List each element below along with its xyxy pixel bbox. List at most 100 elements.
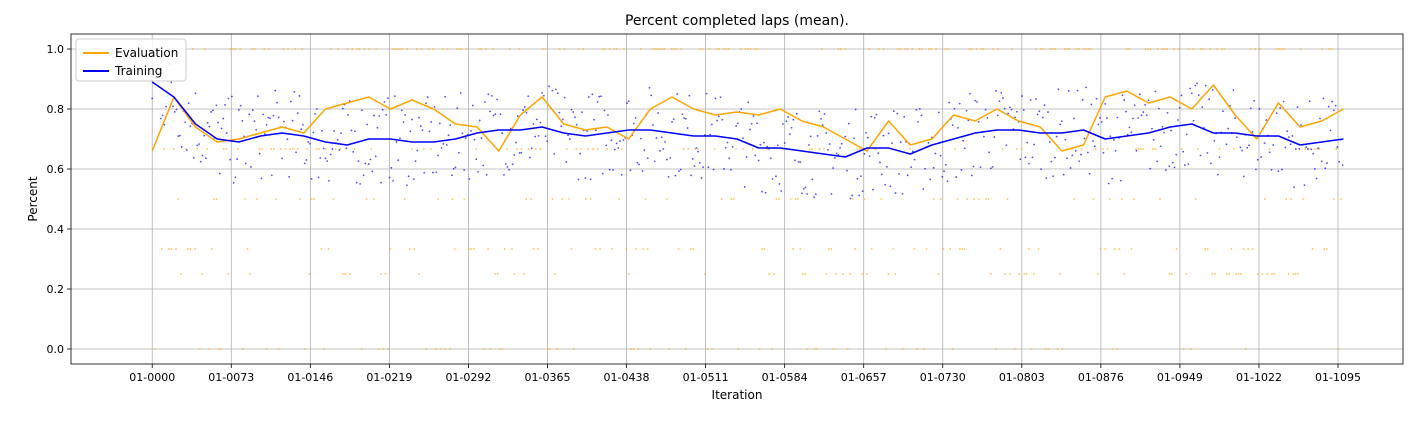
- training-sample-point: [639, 137, 642, 140]
- training-sample-point: [1319, 117, 1321, 120]
- evaluation-sample-point: [437, 198, 440, 200]
- training-sample-point: [504, 163, 507, 165]
- evaluation-sample-point: [1123, 273, 1126, 275]
- evaluation-sample-point: [577, 48, 580, 50]
- evaluation-sample-point: [735, 148, 737, 150]
- training-sample-point: [234, 176, 237, 179]
- evaluation-sample-point: [1044, 348, 1047, 350]
- training-sample-point: [198, 143, 200, 145]
- training-sample-point: [310, 178, 313, 180]
- training-sample-point: [333, 130, 336, 132]
- evaluation-sample-point: [887, 273, 890, 275]
- training-sample-point: [1255, 168, 1257, 171]
- training-sample-point: [456, 107, 459, 110]
- evaluation-sample-point: [241, 348, 244, 350]
- training-sample-point: [231, 95, 233, 98]
- evaluation-sample-point: [580, 148, 582, 150]
- evaluation-sample-point: [198, 348, 201, 350]
- training-sample-point: [827, 148, 829, 151]
- evaluation-sample-point: [1261, 273, 1264, 275]
- evaluation-sample-point: [968, 48, 971, 50]
- evaluation-sample-point: [1330, 48, 1333, 50]
- training-sample-point: [1062, 173, 1065, 176]
- x-tick-label: 01-0292: [445, 371, 491, 384]
- training-sample-point: [535, 118, 538, 121]
- training-sample-point: [451, 174, 453, 177]
- evaluation-sample-point: [503, 248, 506, 250]
- evaluation-sample-point: [930, 48, 933, 50]
- legend-label-evaluation: Evaluation: [115, 46, 178, 60]
- training-sample-point: [771, 178, 774, 180]
- training-sample-point: [523, 105, 526, 108]
- evaluation-sample-point: [1106, 148, 1109, 150]
- evaluation-sample-point: [403, 198, 406, 200]
- evaluation-sample-point: [406, 48, 409, 50]
- training-sample-point: [1249, 107, 1252, 110]
- evaluation-sample-point: [701, 48, 704, 50]
- evaluation-sample-point: [637, 348, 640, 350]
- evaluation-sample-point: [1321, 48, 1323, 50]
- training-sample-point: [494, 113, 497, 115]
- x-tick-label: 01-0876: [1078, 371, 1124, 384]
- training-sample-point: [658, 149, 661, 152]
- training-sample-point: [1199, 154, 1202, 157]
- evaluation-sample-point: [939, 198, 942, 200]
- evaluation-sample-point: [1325, 248, 1328, 250]
- evaluation-sample-point: [897, 48, 899, 50]
- evaluation-sample-point: [994, 348, 997, 350]
- training-sample-point: [530, 147, 533, 150]
- evaluation-sample-point: [1206, 248, 1209, 250]
- evaluation-sample-point: [320, 248, 323, 250]
- x-tick-label: 01-0584: [762, 371, 808, 384]
- training-sample-point: [458, 151, 460, 154]
- evaluation-sample-point: [732, 198, 735, 200]
- training-sample-point: [1080, 153, 1082, 156]
- training-sample-point: [984, 108, 987, 111]
- training-sample-point: [189, 125, 192, 128]
- evaluation-sample-point: [482, 348, 485, 350]
- evaluation-sample-point: [935, 48, 937, 50]
- training-sample-point: [742, 137, 744, 140]
- evaluation-sample-point: [711, 348, 713, 350]
- training-sample-point: [717, 115, 720, 118]
- evaluation-sample-point: [882, 48, 885, 50]
- y-tick-label: 0.0: [47, 343, 65, 356]
- evaluation-sample-point: [796, 198, 799, 200]
- training-sample-point: [993, 136, 996, 138]
- training-sample-point: [690, 174, 692, 177]
- training-sample-point: [1093, 145, 1096, 148]
- evaluation-sample-point: [670, 48, 673, 50]
- training-sample-point: [986, 117, 989, 119]
- evaluation-sample-point: [272, 148, 275, 150]
- training-sample-point: [537, 134, 540, 137]
- training-sample-point: [1336, 146, 1339, 148]
- training-sample-point: [962, 139, 965, 142]
- training-sample-point: [655, 137, 658, 139]
- evaluation-sample-point: [656, 48, 659, 50]
- evaluation-sample-point: [806, 348, 809, 350]
- training-sample-point: [1041, 116, 1044, 119]
- training-sample-point: [383, 101, 386, 103]
- training-sample-point: [607, 114, 609, 116]
- evaluation-sample-point: [625, 248, 628, 250]
- training-sample-point: [795, 112, 798, 115]
- training-sample-point: [369, 158, 372, 161]
- evaluation-sample-point: [387, 348, 389, 350]
- training-sample-point: [889, 185, 892, 188]
- training-sample-point: [1100, 121, 1103, 123]
- training-sample-point: [1300, 124, 1302, 126]
- evaluation-sample-point: [1182, 348, 1185, 350]
- evaluation-sample-point: [987, 198, 990, 200]
- training-sample-point: [380, 181, 382, 184]
- training-sample-point: [1164, 169, 1167, 172]
- evaluation-sample-point: [792, 248, 794, 250]
- training-sample-point: [664, 141, 666, 143]
- evaluation-sample-point: [818, 148, 821, 150]
- evaluation-sample-point: [401, 48, 404, 50]
- training-sample-point: [490, 94, 493, 97]
- training-sample-point: [1248, 144, 1250, 147]
- evaluation-sample-point: [599, 248, 602, 250]
- evaluation-sample-point: [739, 48, 742, 50]
- training-sample-point: [1168, 165, 1171, 168]
- evaluation-sample-point: [1221, 48, 1223, 50]
